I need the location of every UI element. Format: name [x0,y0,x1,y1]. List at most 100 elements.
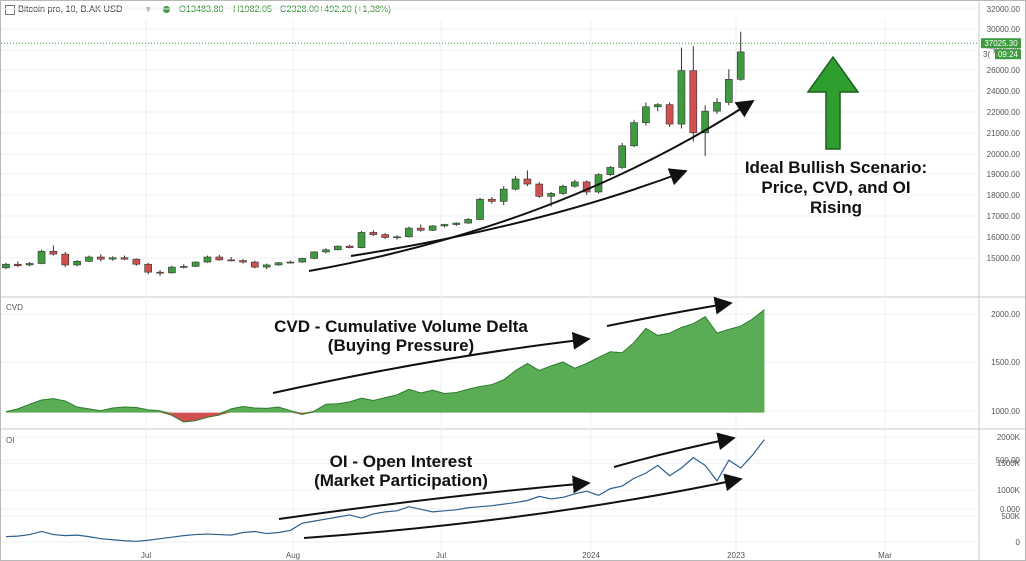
candle [310,251,318,260]
price-tick-label: 20000.00 [987,150,1021,159]
candle [333,245,342,251]
candle [108,256,117,261]
price-tick-label: 24000.00 [987,87,1021,96]
candle [286,260,295,264]
oi-panel-label: OI [6,436,14,445]
time-tick-label: Mar [878,551,892,560]
oi-trend-arrow [613,432,736,468]
cvd-panel-label: CVD [6,303,23,312]
candle [274,262,283,266]
partial-badge [981,49,993,60]
price-tick-label: 18000.00 [987,191,1021,200]
cvd-tick-label: 0.000 [1000,505,1021,514]
annotations: Ideal Bullish Scenario: Price, CVD, and … [6,55,927,539]
candle [345,244,354,249]
oi-tick-label: 1000K [997,486,1021,495]
candle [736,31,745,81]
candle [2,262,10,270]
cvd-trend-arrow [606,296,733,327]
price-trend-arrow [308,100,755,272]
price-tick-label: 22000.00 [987,108,1021,117]
cvd-line [5,309,765,423]
candle [97,254,105,262]
oi-tick-label: 1500K [997,459,1021,468]
candle [191,261,200,268]
scenario-title-line1: Ideal Bullish Scenario: [745,158,927,177]
candle [120,255,129,260]
candle [535,181,544,198]
cvd-tick-label: 1000.00 [991,407,1020,416]
cvd-trend-arrow [272,331,591,394]
cvd-positive-area [6,309,765,413]
candle [523,170,532,187]
time-tick-label: 2024 [582,551,600,560]
price-tick-label: 15000.00 [987,254,1021,263]
oi-trend-arrow [303,473,743,539]
partial-badge-text: 3( [983,50,990,59]
price-tick-label: 21000.00 [987,129,1021,138]
time-tick-label: Jul [436,551,446,560]
candle [606,166,615,177]
candle [393,235,401,240]
candle [440,223,449,228]
candle [251,260,259,269]
price-trend-arrow [350,168,688,257]
candle [689,46,698,142]
time-tick-label: 2023 [727,551,745,560]
oi-panel [5,439,765,542]
oi-tick-label: 500K [1001,512,1020,521]
last-price-badge [981,38,1021,49]
oi-trend-arrow [278,475,591,520]
candle [428,225,437,231]
candle [582,180,591,195]
candle [37,249,46,265]
price-tick-label: 19000.00 [987,170,1021,179]
candle [630,119,638,148]
time-tick-label: Jul [141,551,151,560]
candle [416,224,425,232]
candle [73,259,81,267]
oi-annotation-line1: OI - Open Interest [330,452,473,471]
scenario-title-line3: Rising [810,198,862,217]
candle [405,226,413,238]
bullish-up-arrow-icon [806,55,860,150]
candle [499,186,508,205]
oi-tick-label: 2000K [997,433,1021,442]
candle [179,264,188,269]
menu-icon[interactable] [5,5,15,15]
candle [215,254,224,261]
last-price-badge-text: 37025.30 [984,39,1018,48]
candle [570,179,579,188]
candle [156,270,164,276]
candle [369,230,378,237]
oi-tick-label: 0 [1016,538,1021,547]
cvd-tick-label: 2000.00 [991,310,1020,319]
countdown-badge [995,49,1021,60]
candle [381,233,390,239]
scenario-title-line2: Price, CVD, and OI [761,178,910,197]
price-tick-label: 30000.00 [987,25,1021,34]
candle [262,263,271,270]
candle [618,142,627,169]
candle [239,259,247,264]
axes: 32000.0030000.0028000.0026000.0024000.00… [141,5,1021,560]
price-tick-label: 26000.00 [987,66,1021,75]
oi-annotation-line2: (Market Participation) [314,471,488,490]
candle [452,222,461,226]
candle [322,248,330,254]
candle [357,231,366,249]
oi-line [5,439,765,542]
candle [559,184,567,195]
countdown-badge-text: 09:24 [998,50,1019,59]
candle [168,265,176,274]
candle [25,262,34,267]
cvd-annotation-line1: CVD - Cumulative Volume Delta [274,317,528,336]
price-tick-label: 16000.00 [987,233,1021,242]
candle [132,258,141,266]
candle [725,69,733,106]
candle [227,257,235,262]
candle [476,197,484,221]
